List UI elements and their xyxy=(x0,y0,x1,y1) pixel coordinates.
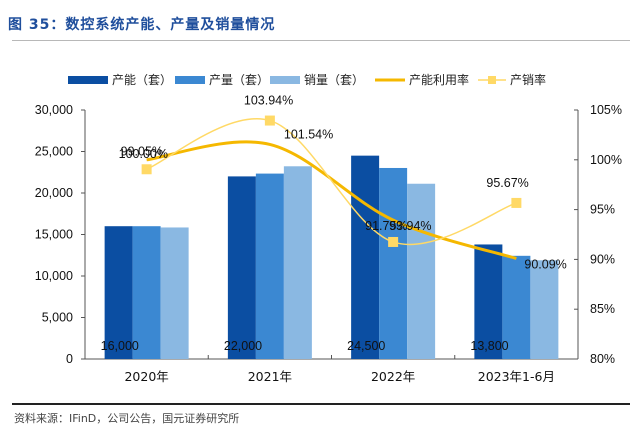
right-tick-label: 90% xyxy=(590,252,615,266)
bar-capacity xyxy=(227,176,256,359)
bar-value-label: 22,000 xyxy=(224,339,262,353)
right-tick-label: 80% xyxy=(590,352,615,366)
legend-marker xyxy=(488,76,496,84)
sell-through-label: 95.67% xyxy=(486,176,528,190)
bar-sales xyxy=(407,183,436,359)
left-tick-label: 20,000 xyxy=(35,186,73,200)
x-tick-label: 2023年1-6月 xyxy=(478,369,555,384)
bar-sales xyxy=(160,227,189,359)
title-divider xyxy=(12,40,630,41)
left-tick-label: 10,000 xyxy=(35,269,73,283)
footer-divider xyxy=(12,403,630,405)
legend-label: 产销率 xyxy=(510,72,546,87)
bar-value-label: 13,800 xyxy=(470,339,508,353)
left-tick-label: 15,000 xyxy=(35,228,73,242)
bars xyxy=(104,155,559,359)
right-tick-label: 95% xyxy=(590,203,615,217)
bar-production xyxy=(502,255,531,359)
bar-value-label: 24,500 xyxy=(347,339,385,353)
chart: 产能（套） 产量（套） 销量（套） 产能利用率 产销率 0 5,000 10,000 15,0… xyxy=(35,72,622,384)
utilization-label: 93.94% xyxy=(389,219,431,233)
bar-capacity xyxy=(474,244,503,359)
bar-production xyxy=(255,173,284,359)
bar-production xyxy=(379,167,408,359)
bar-production xyxy=(132,226,161,359)
utilization-label: 100.00% xyxy=(119,147,168,161)
sell-through-label: 91.75% xyxy=(365,219,407,233)
sell-through-label: 103.94% xyxy=(244,94,293,108)
legend: 产能（套） 产量（套） 销量（套） 产能利用率 产销率 xyxy=(68,72,546,87)
marker-sell_through xyxy=(511,197,522,208)
x-tick-label: 2022年 xyxy=(371,369,415,384)
data-labels: 16,000 22,000 24,500 13,800 100.00% 101.54% 93… xyxy=(101,94,567,353)
axes: 0 5,000 10,000 15,000 20,000 25,000 30,000 80% 8… xyxy=(35,103,622,384)
left-tick-label: 0 xyxy=(66,352,73,366)
legend-label: 产能利用率 xyxy=(409,72,469,87)
x-tick-label: 2020年 xyxy=(124,369,168,384)
line-utilization xyxy=(146,140,517,260)
figure-title: 图 35：数控系统产能、产量及销量情况 xyxy=(8,17,276,33)
left-tick-label: 5,000 xyxy=(42,311,73,325)
legend-label: 产量（套） xyxy=(209,73,269,87)
left-tick-label: 25,000 xyxy=(35,145,73,159)
utilization-label: 101.54% xyxy=(284,127,333,141)
sell-through-label: 99.05% xyxy=(121,144,163,158)
marker-sell_through xyxy=(264,115,275,126)
bar-sales xyxy=(530,260,559,359)
right-tick-label: 105% xyxy=(590,103,622,117)
legend-swatch xyxy=(175,76,205,84)
x-tick-label: 2021年 xyxy=(248,369,292,384)
right-tick-label: 85% xyxy=(590,302,615,316)
legend-label: 产能（套） xyxy=(112,73,172,87)
bar-sales xyxy=(283,166,312,359)
legend-swatch xyxy=(68,76,108,84)
legend-label: 销量（套） xyxy=(304,73,364,87)
bar-capacity xyxy=(104,226,133,359)
marker-sell_through xyxy=(141,164,152,175)
lines xyxy=(141,115,522,260)
marker-sell_through xyxy=(388,236,399,247)
right-tick-label: 100% xyxy=(590,153,622,167)
bar-value-label: 16,000 xyxy=(101,339,139,353)
left-tick-label: 30,000 xyxy=(35,103,73,117)
utilization-label: 90.09% xyxy=(524,258,566,272)
line-sell_through xyxy=(146,118,517,246)
bar-capacity xyxy=(351,155,380,359)
legend-swatch xyxy=(270,76,300,84)
source-note: 资料来源：IFinD，公司公告，国元证券研究所 xyxy=(14,412,240,425)
